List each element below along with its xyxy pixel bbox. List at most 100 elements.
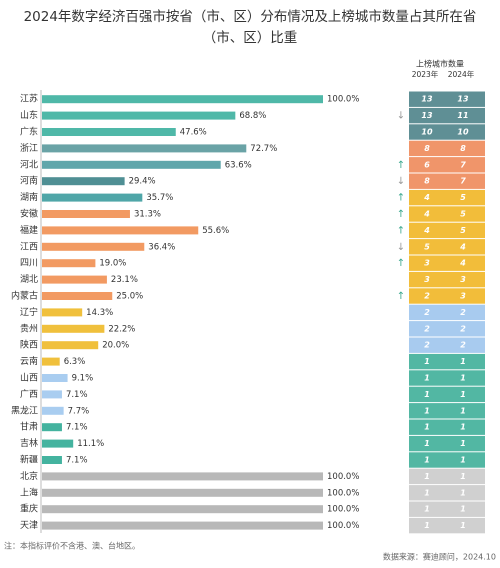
count-2024: 3 <box>460 275 466 284</box>
value-label: 72.7% <box>250 144 277 154</box>
bar <box>42 357 60 366</box>
trend-arrow: ↑ <box>397 258 405 269</box>
table-cell <box>409 468 485 485</box>
table-cell <box>409 435 485 452</box>
table-cell <box>409 386 485 403</box>
table-cell <box>409 452 485 468</box>
count-2023: 1 <box>424 374 430 383</box>
count-2023: 1 <box>424 505 430 514</box>
count-2024: 5 <box>460 193 466 202</box>
count-2023: 1 <box>424 390 430 399</box>
value-label: 47.6% <box>180 128 207 138</box>
count-2023: 2 <box>424 341 430 350</box>
value-label: 7.1% <box>66 423 88 433</box>
count-2024: 13 <box>457 95 469 104</box>
category-label: 安徽 <box>20 208 38 220</box>
count-2024: 1 <box>460 488 466 497</box>
table-cell <box>409 271 485 288</box>
value-label: 35.7% <box>146 193 173 203</box>
count-2023: 4 <box>423 226 430 235</box>
count-2024: 2 <box>460 341 466 350</box>
bar <box>42 95 323 104</box>
category-label: 贵州 <box>20 322 38 334</box>
table-cell <box>409 288 485 304</box>
value-label: 29.4% <box>129 177 156 187</box>
bar <box>42 456 62 464</box>
bar <box>42 505 323 514</box>
category-label: 上海 <box>20 486 38 498</box>
count-2023: 1 <box>424 357 430 366</box>
table-cell <box>409 255 485 271</box>
count-2023: 2 <box>424 308 430 317</box>
count-2024: 11 <box>457 111 468 120</box>
count-2023: 5 <box>424 242 430 251</box>
count-2024: 1 <box>460 439 466 448</box>
bar <box>42 423 62 432</box>
count-2023: 2 <box>424 324 430 333</box>
bar <box>42 275 107 284</box>
table-header: 上榜城市数量 <box>416 59 464 69</box>
count-2024: 7 <box>460 177 466 186</box>
value-label: 23.1% <box>111 275 138 285</box>
count-2024: 1 <box>460 357 466 366</box>
value-label: 55.6% <box>202 226 229 236</box>
bar <box>42 308 83 317</box>
chart-title: 2024年数字经济百强市按省（市、区）分布情况及上榜城市数量占其所在省 <box>24 8 477 25</box>
category-label: 云南 <box>20 355 38 367</box>
count-2024: 10 <box>457 128 469 137</box>
category-label: 北京 <box>20 470 38 482</box>
table-cell <box>409 124 485 140</box>
table-cell <box>409 370 485 386</box>
chart-title: （市、区）比重 <box>203 29 298 46</box>
count-2023: 2 <box>424 292 430 301</box>
table-cell <box>409 337 485 353</box>
table-cell <box>409 173 485 189</box>
bar <box>42 390 62 399</box>
value-label: 63.6% <box>225 160 252 170</box>
value-label: 100.0% <box>327 505 359 515</box>
count-2023: 1 <box>424 439 430 448</box>
category-label: 甘肃 <box>20 421 38 433</box>
value-label: 100.0% <box>327 521 359 531</box>
table-cell <box>409 222 485 239</box>
count-2023: 4 <box>423 210 430 219</box>
count-2024: 2 <box>460 324 466 333</box>
bar <box>42 226 199 235</box>
count-2023: 8 <box>424 177 430 186</box>
count-2023: 1 <box>424 456 430 465</box>
category-label: 湖南 <box>20 191 38 203</box>
category-label: 四川 <box>20 259 38 269</box>
count-2024: 1 <box>460 423 466 432</box>
category-label: 新疆 <box>20 454 38 466</box>
category-label: 广西 <box>20 388 38 400</box>
count-2024: 1 <box>460 521 466 530</box>
table-cell <box>409 304 485 321</box>
bar <box>42 374 68 382</box>
value-label: 31.3% <box>134 210 161 220</box>
count-2023: 10 <box>421 128 433 137</box>
count-2023: 4 <box>423 193 430 202</box>
count-2024: 4 <box>459 242 466 251</box>
count-2023: 3 <box>424 259 430 268</box>
value-label: 6.3% <box>64 357 86 367</box>
count-2023: 13 <box>421 95 433 104</box>
table-cell <box>409 353 485 370</box>
value-label: 7.1% <box>66 390 88 400</box>
note: 注：本指标评价不含港、澳、台地区。 <box>4 541 140 551</box>
count-2023: 13 <box>421 111 433 120</box>
category-label: 湖北 <box>20 274 38 285</box>
value-label: 68.8% <box>239 111 266 121</box>
category-label: 山东 <box>20 109 38 121</box>
count-2024: 2 <box>460 308 466 317</box>
bar <box>42 259 96 268</box>
category-label: 福建 <box>20 224 38 236</box>
table-cell <box>409 517 485 534</box>
trend-arrow: ↑ <box>397 193 405 204</box>
value-label: 100.0% <box>327 472 359 482</box>
count-2023: 1 <box>424 488 430 497</box>
count-2023: 3 <box>424 275 430 284</box>
category-label: 浙江 <box>20 142 38 154</box>
count-2024: 1 <box>460 505 466 514</box>
count-2024: 1 <box>460 406 466 415</box>
bar <box>42 111 236 120</box>
